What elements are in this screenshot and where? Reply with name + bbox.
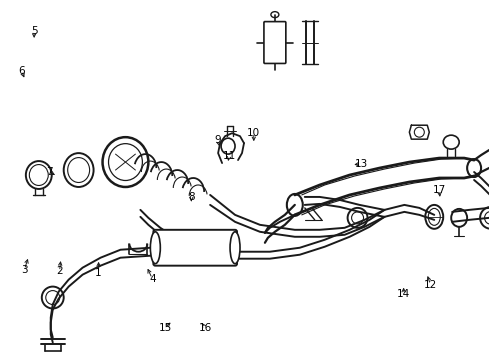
Text: 16: 16 xyxy=(198,323,212,333)
Text: 10: 10 xyxy=(247,128,260,138)
Text: 7: 7 xyxy=(47,167,53,177)
Text: 4: 4 xyxy=(149,274,155,284)
Text: 8: 8 xyxy=(188,192,195,202)
Text: 5: 5 xyxy=(31,26,37,36)
Text: 9: 9 xyxy=(215,135,221,145)
Text: 17: 17 xyxy=(433,185,446,195)
FancyBboxPatch shape xyxy=(264,22,286,63)
Text: 14: 14 xyxy=(397,289,410,299)
Ellipse shape xyxy=(230,232,240,264)
Text: 15: 15 xyxy=(158,323,172,333)
Text: 12: 12 xyxy=(424,280,437,290)
Text: 13: 13 xyxy=(355,159,368,169)
Text: 1: 1 xyxy=(95,268,102,278)
Text: 3: 3 xyxy=(21,265,28,275)
Text: 6: 6 xyxy=(18,66,25,76)
Ellipse shape xyxy=(150,232,160,264)
FancyBboxPatch shape xyxy=(153,230,237,266)
Text: 11: 11 xyxy=(223,150,236,161)
Text: 2: 2 xyxy=(56,266,63,276)
